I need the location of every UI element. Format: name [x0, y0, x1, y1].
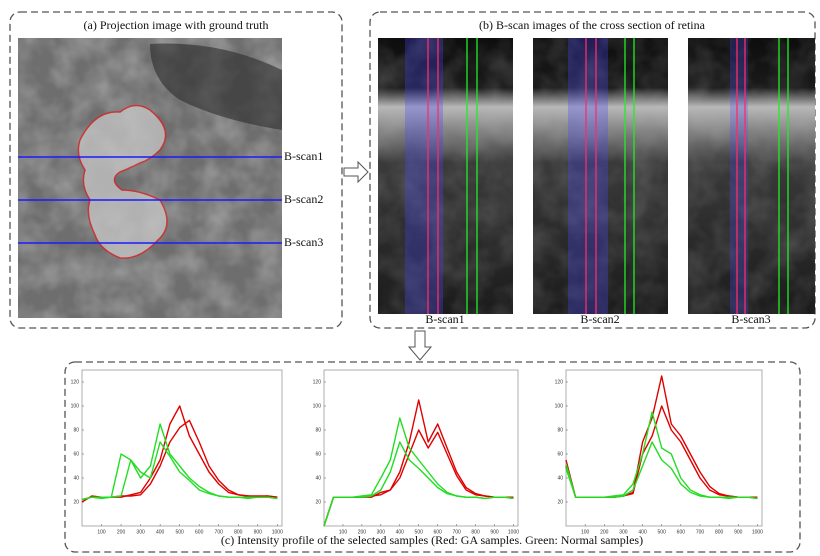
profile-line	[565, 441, 758, 500]
ga-band	[568, 38, 608, 314]
y-tick-label: 100	[313, 403, 322, 409]
x-tick-label: 300	[136, 529, 145, 535]
bscan-label: B-scan1	[425, 312, 464, 326]
profile-line	[81, 441, 278, 501]
bscan-label: B-scan2	[580, 312, 619, 326]
x-tick-label: 600	[677, 529, 686, 535]
x-tick-label: 200	[117, 529, 126, 535]
panel-c-caption: (c) Intensity profile of the selected sa…	[221, 533, 643, 547]
x-tick-label: 900	[734, 529, 743, 535]
y-tick-label: 20	[557, 499, 563, 505]
x-tick-label: 500	[415, 529, 424, 535]
y-tick-label: 80	[73, 427, 79, 433]
x-tick-label: 400	[396, 529, 405, 535]
plot-frame	[565, 369, 763, 527]
y-tick-label: 20	[73, 499, 79, 505]
bscan-texture	[533, 38, 668, 314]
scan-label: B-scan1	[284, 149, 323, 163]
x-tick-label: 200	[358, 529, 367, 535]
x-tick-label: 900	[254, 529, 263, 535]
y-tick-label: 20	[315, 499, 321, 505]
y-tick-label: 120	[71, 379, 80, 385]
x-tick-label: 700	[215, 529, 224, 535]
x-tick-label: 600	[434, 529, 443, 535]
y-tick-label: 40	[557, 475, 563, 481]
x-tick-label: 500	[658, 529, 667, 535]
x-tick-label: 700	[696, 529, 705, 535]
y-tick-label: 80	[315, 427, 321, 433]
x-tick-label: 300	[619, 529, 628, 535]
y-tick-label: 80	[557, 427, 563, 433]
scan-label: B-scan2	[284, 192, 323, 206]
x-tick-label: 300	[377, 529, 386, 535]
dark-region	[150, 43, 282, 130]
y-tick-label: 60	[73, 451, 79, 457]
plot-frame	[81, 369, 283, 527]
y-tick-label: 40	[73, 475, 79, 481]
arrow	[407, 330, 433, 361]
panel-c-frame	[64, 361, 801, 553]
x-tick-label: 800	[471, 529, 480, 535]
x-tick-label: 500	[175, 529, 184, 535]
arrow	[343, 160, 369, 184]
y-tick-label: 40	[315, 475, 321, 481]
y-tick-label: 100	[555, 403, 564, 409]
x-tick-label: 1000	[508, 529, 519, 535]
x-tick-label: 600	[195, 529, 204, 535]
ga-band	[405, 38, 443, 314]
y-tick-label: 60	[557, 451, 563, 457]
y-tick-label: 120	[313, 379, 322, 385]
y-tick-label: 100	[71, 403, 80, 409]
x-tick-label: 800	[715, 529, 724, 535]
bscan-texture	[688, 38, 815, 314]
x-tick-label: 800	[234, 529, 243, 535]
profile-line	[323, 441, 514, 527]
profile-line	[81, 423, 278, 501]
x-tick-label: 400	[638, 529, 647, 535]
x-tick-label: 200	[600, 529, 609, 535]
panel-b-title: (b) B-scan images of the cross section o…	[479, 18, 706, 32]
y-tick-label: 60	[315, 451, 321, 457]
x-tick-label: 1000	[272, 529, 283, 535]
ga-contour	[77, 104, 168, 259]
x-tick-label: 400	[156, 529, 165, 535]
x-tick-label: 100	[97, 529, 106, 535]
x-tick-label: 100	[339, 529, 348, 535]
ga-band	[730, 38, 748, 314]
bscan-texture	[378, 38, 513, 314]
x-tick-label: 1000	[752, 529, 763, 535]
plot-frame	[323, 369, 519, 527]
y-tick-label: 120	[555, 379, 564, 385]
bscan-images	[378, 38, 815, 314]
panel-a-title: (a) Projection image with ground truth	[84, 18, 269, 32]
scan-label: B-scan3	[284, 235, 323, 249]
x-tick-label: 100	[581, 529, 590, 535]
bscan-label: B-scan3	[731, 312, 770, 326]
x-tick-label: 700	[452, 529, 461, 535]
x-tick-label: 900	[490, 529, 499, 535]
panel-a-frame	[9, 11, 343, 329]
